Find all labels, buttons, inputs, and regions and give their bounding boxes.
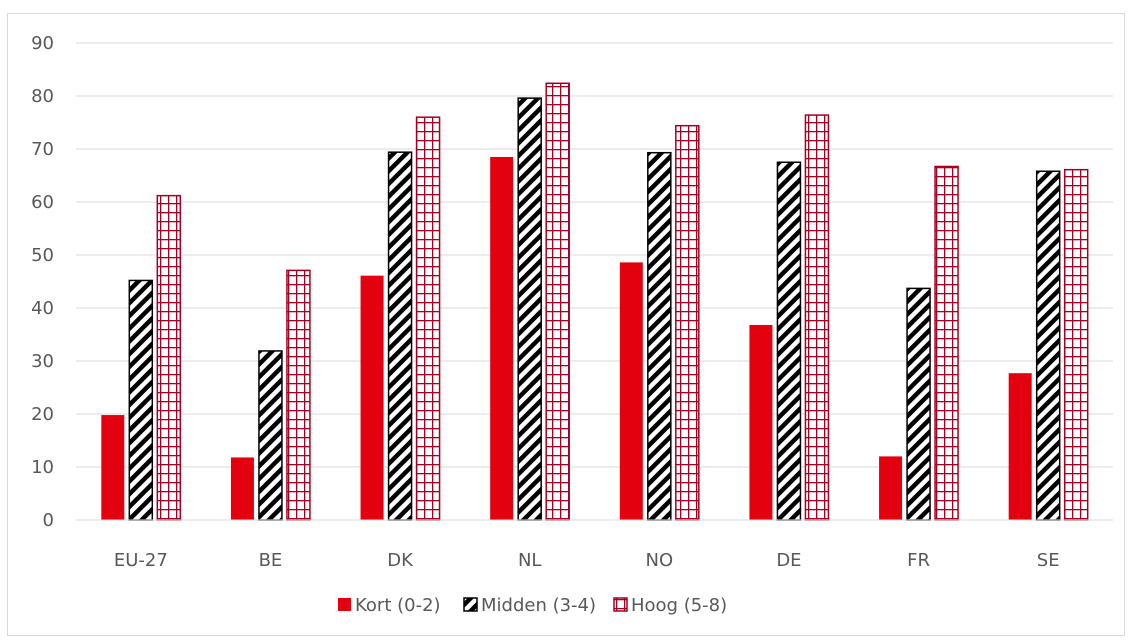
y-tick-label: 0 <box>43 510 54 531</box>
bar-diagonal-stripes <box>517 97 542 521</box>
legend-swatch <box>613 597 628 612</box>
legend-swatch <box>338 598 351 611</box>
legend-label: Hoog (5-8) <box>631 595 727 616</box>
bar-solid <box>360 275 384 520</box>
y-axis: 0 10 20 30 40 50 60 70 80 90 <box>31 33 54 531</box>
x-axis: EU-27 BE DK NL NO DE FR SE <box>76 519 1113 571</box>
y-tick-label: 50 <box>31 245 54 266</box>
x-tick-label: DE <box>776 550 801 571</box>
y-tick-label: 60 <box>31 192 54 213</box>
bar-solid <box>101 415 125 520</box>
bar-solid <box>619 262 643 520</box>
bar-solid <box>230 457 254 520</box>
legend-label: Midden (3-4) <box>481 595 596 616</box>
bar-grid <box>934 165 959 521</box>
bar-diagonal-stripes <box>1035 170 1061 521</box>
bar-grid <box>545 82 570 521</box>
bar-grid <box>1063 168 1089 521</box>
y-tick-label: 80 <box>31 86 54 107</box>
y-tick-label: 40 <box>31 298 54 319</box>
bar-solid <box>749 324 773 520</box>
bar-diagonal-stripes <box>128 279 154 521</box>
bar-diagonal-stripes <box>906 287 931 521</box>
x-tick-label: NL <box>518 550 542 571</box>
legend-label: Kort (0-2) <box>355 595 441 616</box>
bar-grid <box>415 116 441 521</box>
bar-solid <box>1008 373 1032 520</box>
y-tick-label: 70 <box>31 139 54 160</box>
bar-diagonal-stripes <box>776 161 802 521</box>
bar-grid <box>675 124 700 521</box>
x-tick-label: FR <box>907 550 930 571</box>
y-tick-label: 20 <box>31 404 54 425</box>
y-tick-label: 90 <box>31 33 54 54</box>
bar-grid <box>804 114 830 521</box>
x-tick-label: NO <box>645 550 673 571</box>
bar-grid <box>156 194 182 521</box>
bar-diagonal-stripes <box>258 350 283 521</box>
y-tick-label: 30 <box>31 351 54 372</box>
bar-diagonal-stripes <box>647 151 672 521</box>
x-tick-label: DK <box>387 550 414 571</box>
bar-grid <box>286 269 311 521</box>
y-tick-label: 10 <box>31 457 54 478</box>
x-tick-label: SE <box>1037 550 1060 571</box>
x-tick-label: EU-27 <box>114 550 168 571</box>
bar-solid <box>879 456 903 520</box>
legend-swatch <box>463 597 478 612</box>
legend: Kort (0-2) Midden (3-4) Hoog (5-8) <box>338 595 727 616</box>
bars <box>101 82 1089 521</box>
chart-frame: 0 10 20 30 40 50 60 70 80 90 EU-27 BE DK NL NO DE FR SE … <box>7 13 1125 636</box>
bar-solid <box>490 156 514 520</box>
bar-diagonal-stripes <box>387 151 413 521</box>
x-tick-label: BE <box>259 550 283 571</box>
